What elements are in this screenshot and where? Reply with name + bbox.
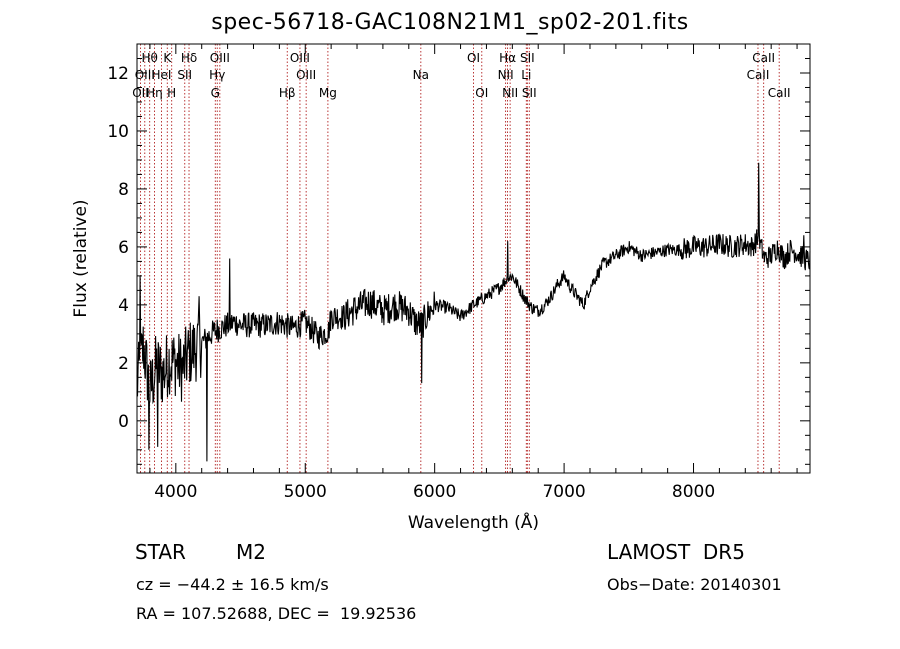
plot-frame	[136, 43, 811, 474]
y-tick-label: 2	[118, 354, 129, 374]
spectral-line-label: CaII	[747, 68, 770, 82]
spectral-line-label: OI	[475, 86, 488, 100]
spectral-line-label: Hα	[499, 51, 516, 65]
spectral-line-label: Hγ	[209, 68, 225, 82]
spectral-line-label: SII	[177, 68, 192, 82]
spectral-line-label: CaII	[768, 86, 791, 100]
spectral-line-label: Hη	[146, 86, 163, 100]
coordinates: RA = 107.52688, DEC = 19.92536	[136, 604, 417, 623]
spectrum-series-line	[136, 162, 811, 462]
spectral-line-label: HeI	[151, 68, 171, 82]
y-tick-label: 12	[107, 64, 129, 84]
spectral-line-label: Na	[413, 68, 429, 82]
x-tick-label: 4000	[154, 482, 197, 502]
spectral-line-label: Hδ	[181, 51, 197, 65]
spectral-line-label: Li	[521, 68, 531, 82]
spectral-line-label: NII	[502, 86, 518, 100]
spectral-line-label: Hθ	[141, 51, 157, 65]
spectral-line-label: OIII	[210, 51, 230, 65]
spectral-line-label: OIII	[135, 68, 155, 82]
y-tick-label: 4	[118, 296, 129, 316]
x-tick-label: 5000	[284, 482, 327, 502]
observation-date: Obs−Date: 20140301	[607, 575, 782, 594]
y-axis-label: Flux (relative)	[71, 199, 91, 317]
spectral-line-label: G	[211, 86, 220, 100]
spectral-line-label: Mg	[319, 86, 337, 100]
spectral-line-label: Hβ	[279, 86, 296, 100]
object-class: STAR	[135, 540, 186, 564]
x-tick-label: 6000	[413, 482, 456, 502]
survey-name: LAMOST DR5	[607, 540, 745, 564]
x-tick-label: 7000	[542, 482, 585, 502]
chart-title: spec-56718-GAC108N21M1_sp02-201.fits	[211, 10, 689, 35]
y-tick-label: 6	[118, 238, 129, 258]
spectral-line-label: K	[163, 51, 172, 65]
spectral-line-label: NII	[498, 68, 514, 82]
spectral-line-label: OIII	[290, 51, 310, 65]
x-tick-label: 8000	[672, 482, 715, 502]
spectral-line-label: H	[167, 86, 176, 100]
spectral-line-label: OII	[132, 86, 149, 100]
spectral-line-label: SII	[520, 51, 535, 65]
spectral-line-markers	[140, 44, 780, 473]
spectral-line-label: SII	[522, 86, 537, 100]
y-tick-label: 10	[107, 122, 129, 142]
x-axis-ticks: 4000 5000 6000 7000 8000	[149, 44, 798, 502]
x-axis-label: Wavelength (Å)	[408, 511, 539, 533]
y-axis-ticks: 0 2 4 6 8 10 12	[107, 43, 810, 465]
object-subclass: M2	[236, 540, 266, 564]
spectral-line-label: OIII	[296, 68, 316, 82]
redshift-velocity: cz = −44.2 ± 16.5 km/s	[136, 575, 329, 594]
spectral-line-label: OI	[467, 51, 480, 65]
y-tick-label: 8	[118, 180, 129, 200]
spectral-line-label: CaII	[752, 51, 775, 65]
y-tick-label: 0	[118, 412, 129, 432]
